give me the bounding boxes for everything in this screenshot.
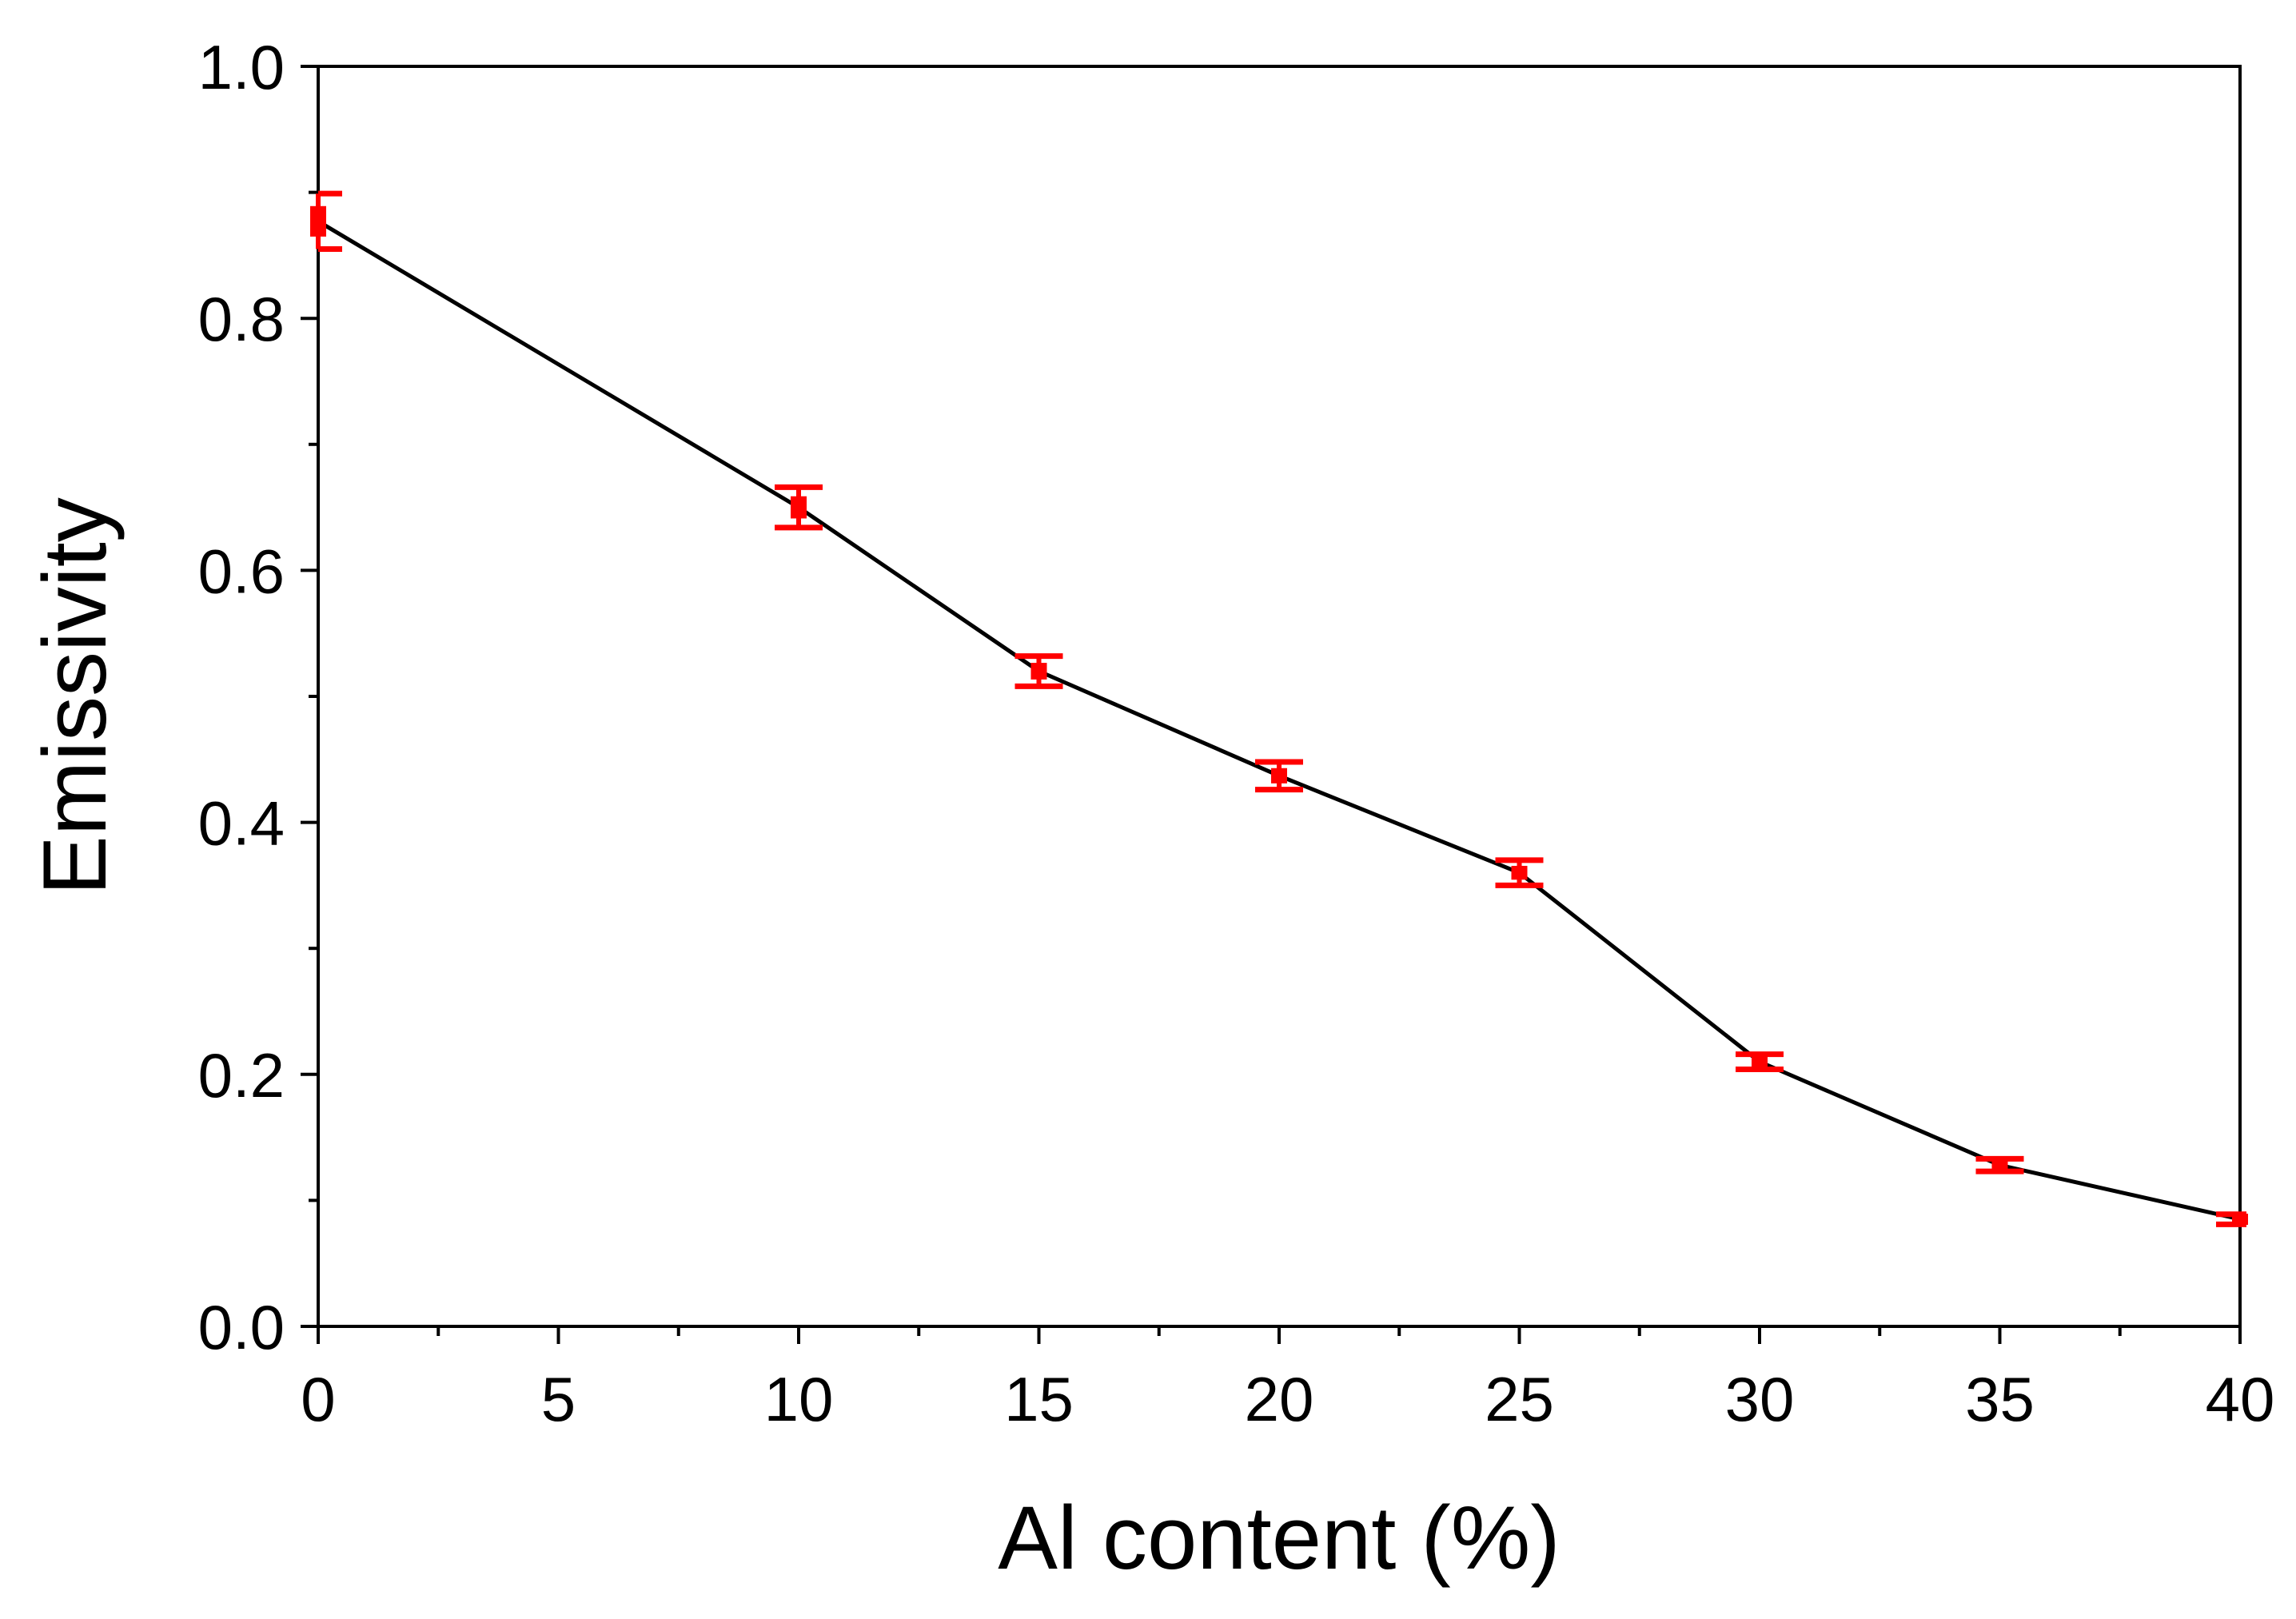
data-point [1511,865,1528,880]
y-tick-label: 0.4 [198,788,285,859]
x-tick-label: 35 [1965,1364,2035,1434]
y-tick-label: 0.2 [198,1040,285,1111]
series-layer [310,190,2248,1227]
y-tick-label: 1.0 [198,32,285,102]
x-tick-label: 30 [1725,1364,1795,1434]
x-tick-label: 0 [301,1364,335,1434]
y-tick-label: 0.8 [198,284,285,354]
x-tick-label: 10 [764,1364,834,1434]
tick-labels: 0 5 10 15 20 25 30 35 40 0.0 0.2 0.4 0.6 0.8 1.0 [198,32,2275,1434]
data-point [1752,1056,1768,1068]
y-tick-label: 0.0 [198,1292,285,1362]
data-point [2232,1214,2248,1226]
x-tick-label: 40 [2206,1364,2275,1434]
y-axis-title: Emissivity [25,497,125,895]
data-point [791,496,807,519]
axis-ticks [301,65,2242,1344]
data-point [310,205,326,237]
x-tick-label: 15 [1004,1364,1074,1434]
y-tick-label: 0.6 [198,536,285,606]
data-point [1271,768,1287,784]
data-point [1030,663,1047,680]
plot-frame [317,65,2242,1328]
series-line [317,219,2241,1222]
x-tick-label: 5 [541,1364,576,1434]
x-tick-label: 20 [1245,1364,1314,1434]
x-tick-label: 25 [1485,1364,1554,1434]
x-axis-title: Al content (%) [998,1488,1560,1588]
data-point [1991,1159,2008,1171]
